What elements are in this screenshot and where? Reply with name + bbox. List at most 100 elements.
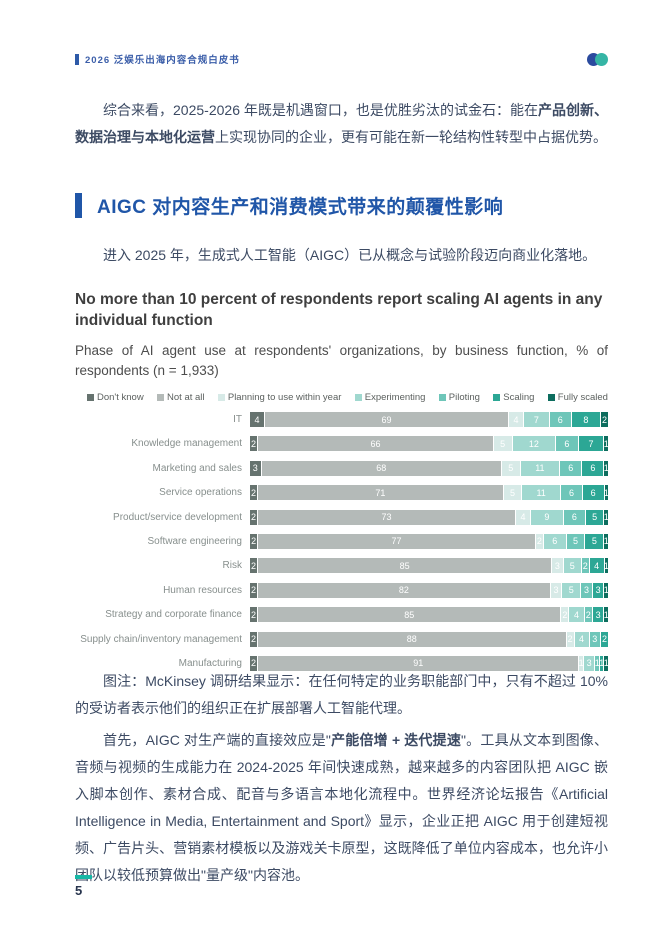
legend-item: Scaling (493, 392, 534, 403)
segment-value-label: 2 (250, 487, 256, 498)
segment-value-label: 73 (381, 512, 392, 523)
segment-value-label: 3 (554, 560, 560, 571)
segment-value-label: 8 (583, 414, 589, 425)
bar-segment: 5 (493, 436, 512, 452)
stacked-bar: 2 66 5 12 6 7 1 (250, 436, 609, 452)
segment-value-label: 2 (251, 609, 257, 620)
segment-value-label: 85 (399, 560, 410, 571)
bar-segment: 82 (258, 582, 550, 598)
chart-row-label: Manufacturing (178, 657, 242, 669)
page-footer: 5 (75, 875, 92, 898)
segment-value-label: 3 (592, 634, 598, 645)
bar-segment: 7 (524, 412, 549, 427)
bar-segment: 2 (600, 412, 608, 427)
chart-row: Product/service development 2 73 4 9 6 5 1 (75, 509, 608, 525)
bar-segment: 2 (250, 436, 258, 452)
chart-subtitle: Phase of AI agent use at respondents' or… (75, 343, 608, 378)
legend-swatch-icon (547, 394, 555, 401)
stacked-bar-chart: No more than 10 percent of respondents r… (75, 289, 609, 680)
bar-segment: 5 (503, 485, 522, 501)
bar-segment: 2 (581, 558, 589, 574)
segment-value-label: 5 (508, 463, 514, 474)
bar-segment: 68 (261, 460, 501, 476)
bar-segment: 3 (583, 655, 595, 671)
segment-value-label: 4 (520, 512, 526, 523)
bar-segment: 6 (543, 533, 566, 549)
chart-row-label: Knowledge management (131, 438, 242, 450)
segment-value-label: 5 (592, 512, 598, 523)
chart-row: Strategy and corporate finance 2 85 2 4 2 3 1 (75, 607, 608, 623)
segment-value-label: 3 (595, 609, 601, 620)
lead-paragraph: 进入 2025 年，生成式人工智能（AIGC）已从概念与试验阶段迈向商业化落地。 (103, 247, 597, 263)
bar-segment: 1 (604, 607, 608, 623)
legend-swatch-icon (438, 394, 446, 401)
bar-segment: 2 (561, 607, 569, 623)
segment-value-label: 2 (582, 560, 588, 571)
segment-value-label: 6 (557, 414, 563, 425)
bar-segment: 3 (592, 582, 604, 598)
chart-rows: IT 4 69 4 7 6 8 2 Knowledge management 2 66 5 12 6 7 1 M… (75, 412, 609, 671)
chart-row-label: Product/service development (113, 511, 242, 523)
section-heading: AIGC 对内容生产和消费模式带来的颠覆性影响 (75, 192, 608, 219)
document-title: 2026 泛娱乐出海内容合规白皮书 (85, 55, 240, 66)
chart-row: Human resources 2 82 3 5 3 3 1 (75, 582, 609, 598)
segment-value-label: 85 (404, 609, 415, 620)
bar-segment: 77 (258, 533, 535, 549)
segment-value-label: 7 (533, 414, 539, 425)
legend-label: Not at all (167, 392, 205, 403)
segment-value-label: 6 (568, 487, 574, 498)
bar-segment: 71 (257, 485, 503, 501)
segment-value-label: 77 (391, 536, 402, 547)
section-title: AIGC 对内容生产和消费模式带来的颠覆性影响 (97, 197, 504, 218)
section-accent-bar (75, 193, 82, 218)
bar-segment: 2 (601, 631, 608, 647)
segment-value-label: 1 (595, 658, 599, 669)
segment-value-label: 5 (569, 560, 575, 571)
legend-swatch-icon (354, 394, 362, 401)
chart-row-label: Risk (222, 560, 242, 572)
segment-value-label: 5 (510, 487, 516, 498)
segment-value-label: 12 (528, 438, 539, 449)
segment-value-label: 3 (252, 463, 258, 474)
bar-segment: 66 (258, 436, 493, 452)
segment-value-label: 68 (376, 463, 387, 474)
segment-value-label: 2 (601, 634, 607, 645)
chart-row: Software engineering 2 77 2 6 5 5 1 (75, 533, 608, 549)
stacked-bar: 2 91 1 3 1 1 1 (250, 655, 608, 671)
chart-row: Risk 2 85 3 5 2 4 1 (75, 558, 608, 574)
segment-value-label: 3 (583, 585, 589, 596)
segment-value-label: 2 (251, 585, 257, 596)
segment-value-label: 91 (413, 658, 424, 669)
segment-value-label: 1 (604, 560, 608, 571)
segment-value-label: 3 (595, 585, 601, 596)
segment-value-label: 2 (562, 609, 568, 620)
bar-segment: 85 (257, 558, 552, 574)
legend-swatch-icon (493, 394, 501, 401)
bar-segment: 91 (258, 655, 579, 671)
bar-segment: 1 (604, 509, 608, 525)
bar-segment: 6 (560, 460, 582, 476)
segment-value-label: 6 (590, 463, 596, 474)
segment-value-label: 4 (594, 560, 600, 571)
segment-value-label: 4 (574, 609, 580, 620)
segment-value-label: 1 (599, 658, 604, 669)
chart-row: Marketing and sales 3 68 5 11 6 6 1 (75, 460, 608, 476)
segment-value-label: 1 (579, 658, 583, 669)
bar-segment: 1 (604, 655, 608, 671)
bar-segment: 2 (250, 607, 258, 623)
segment-value-label: 1 (604, 487, 608, 498)
segment-value-label: 5 (572, 536, 578, 547)
bar-segment: 11 (520, 460, 560, 476)
bar-segment: 8 (571, 412, 600, 427)
segment-value-label: 1 (604, 463, 608, 474)
segment-value-label: 2 (250, 560, 256, 571)
segment-value-label: 11 (535, 463, 545, 474)
bar-segment: 4 (569, 607, 584, 623)
bar-segment: 6 (556, 436, 578, 452)
segment-value-label: 5 (500, 438, 506, 449)
segment-value-label: 88 (406, 634, 417, 645)
bar-segment: 5 (562, 582, 581, 598)
bar-segment: 2 (250, 558, 257, 574)
bar-segment: 2 (535, 533, 543, 549)
